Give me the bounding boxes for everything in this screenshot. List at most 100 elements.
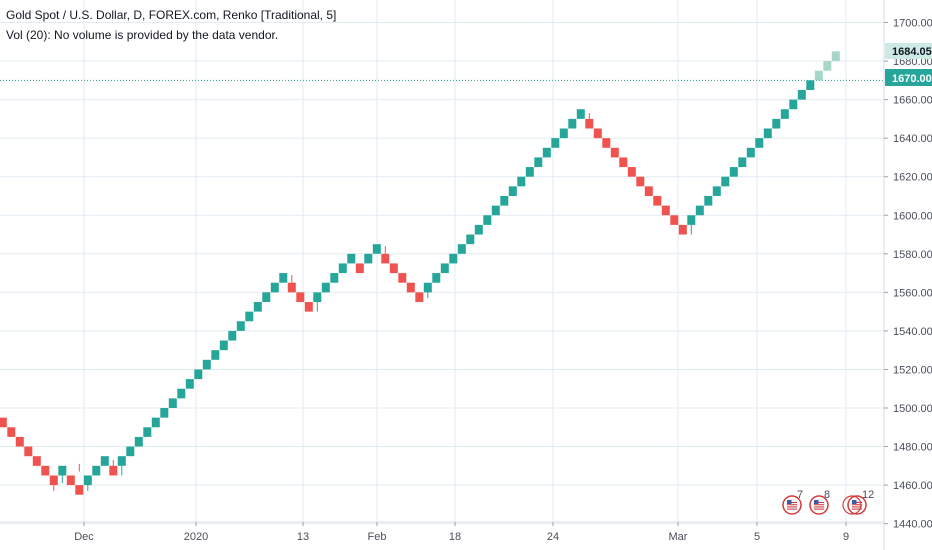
- down-brick: [619, 157, 628, 168]
- up-brick: [687, 215, 696, 225]
- up-brick: [219, 340, 228, 351]
- up-brick: [168, 398, 177, 408]
- down-brick: [381, 253, 390, 264]
- up-brick: [194, 369, 203, 380]
- up-brick: [372, 244, 381, 254]
- price-axis[interactable]: 1700.00 1680.00 1660.00 1640.00 1620.00 1600.…: [884, 18, 932, 531]
- y-tick-label: 1480.00: [893, 442, 932, 454]
- x-tick-label: Feb: [368, 531, 387, 543]
- up-brick: [262, 292, 271, 302]
- y-tick-label: 1600.00: [893, 210, 932, 222]
- x-tick-label: Dec: [74, 531, 94, 543]
- time-axis[interactable]: Dec 2020 13 Feb 18 24 Mar 5 9: [74, 522, 849, 543]
- down-brick: [627, 167, 636, 177]
- up-brick: [449, 253, 458, 264]
- us-flag-earnings-icon[interactable]: 12: [842, 489, 874, 515]
- up-brick: [245, 311, 254, 322]
- down-brick: [636, 176, 645, 187]
- down-brick: [398, 273, 407, 283]
- x-tick-label: 18: [449, 531, 461, 543]
- symbol-legend[interactable]: Gold Spot / U.S. Dollar, D, FOREX.com, R…: [6, 8, 337, 22]
- y-tick-label: 1560.00: [893, 287, 932, 299]
- projected-brick: [814, 70, 823, 81]
- down-brick: [670, 215, 679, 225]
- x-tick-label: 24: [547, 531, 559, 543]
- up-brick: [236, 321, 245, 331]
- down-brick: [644, 186, 653, 196]
- projected-brick: [831, 51, 840, 62]
- up-brick: [483, 215, 492, 225]
- y-tick-label: 1460.00: [893, 480, 932, 492]
- up-brick: [126, 446, 135, 457]
- up-brick: [457, 244, 466, 254]
- event-markers[interactable]: 7 8 12: [782, 489, 874, 515]
- up-brick: [542, 147, 551, 158]
- up-brick: [695, 205, 704, 216]
- up-brick: [432, 273, 441, 283]
- us-flag-earnings-icon[interactable]: 7: [782, 489, 803, 515]
- down-brick: [661, 205, 670, 216]
- up-brick: [347, 253, 356, 264]
- y-tick-label: 1620.00: [893, 172, 932, 184]
- down-brick: [355, 263, 364, 274]
- up-brick: [177, 388, 186, 399]
- down-brick: [653, 195, 662, 206]
- up-brick: [364, 253, 373, 264]
- event-count: 12: [862, 489, 874, 501]
- up-brick: [729, 167, 738, 177]
- up-brick: [517, 176, 526, 187]
- down-brick: [15, 436, 24, 447]
- up-brick: [211, 350, 220, 360]
- down-brick: [0, 417, 7, 428]
- up-brick: [576, 109, 585, 119]
- down-brick: [610, 147, 619, 158]
- down-brick: [24, 446, 33, 457]
- up-brick: [789, 99, 798, 110]
- y-tick-label: 1660.00: [893, 95, 932, 107]
- down-brick: [406, 282, 415, 293]
- up-brick: [721, 176, 730, 187]
- down-brick: [75, 485, 84, 495]
- projected-price-tag: 1684.05: [885, 43, 932, 59]
- up-brick: [508, 186, 517, 196]
- up-brick: [338, 263, 347, 274]
- up-brick: [525, 167, 534, 177]
- up-brick: [321, 282, 330, 293]
- volume-legend[interactable]: Vol (20): No volume is provided by the d…: [6, 28, 279, 42]
- x-tick-label: 5: [754, 531, 760, 543]
- y-tick-label: 1440.00: [893, 519, 932, 531]
- down-brick: [585, 118, 594, 129]
- up-brick: [755, 138, 764, 148]
- up-brick: [568, 118, 577, 129]
- up-brick: [763, 128, 772, 139]
- down-brick: [7, 427, 16, 437]
- down-brick: [49, 475, 58, 486]
- up-brick: [780, 109, 789, 119]
- us-flag-earnings-icon[interactable]: 8: [809, 489, 830, 515]
- down-brick: [304, 301, 313, 312]
- down-brick: [602, 138, 611, 148]
- event-count: 7: [797, 489, 803, 501]
- down-brick: [678, 224, 687, 235]
- down-brick: [415, 292, 424, 302]
- x-tick-label: 2020: [184, 531, 208, 543]
- up-brick: [500, 195, 509, 206]
- up-brick: [330, 273, 339, 283]
- up-brick: [160, 408, 169, 418]
- y-tick-label: 1580.00: [893, 249, 932, 261]
- up-brick: [772, 118, 781, 129]
- up-brick: [551, 138, 560, 148]
- up-brick: [83, 475, 92, 486]
- event-count: 8: [824, 489, 830, 501]
- down-brick: [32, 456, 41, 466]
- up-brick: [58, 465, 67, 476]
- up-brick: [423, 282, 432, 293]
- up-brick: [704, 195, 713, 206]
- grid-lines: [0, 0, 884, 525]
- up-brick: [559, 128, 568, 139]
- up-brick: [797, 89, 806, 100]
- projected-brick: [823, 61, 832, 71]
- up-brick: [202, 359, 211, 370]
- brick-wicks: [53, 113, 692, 491]
